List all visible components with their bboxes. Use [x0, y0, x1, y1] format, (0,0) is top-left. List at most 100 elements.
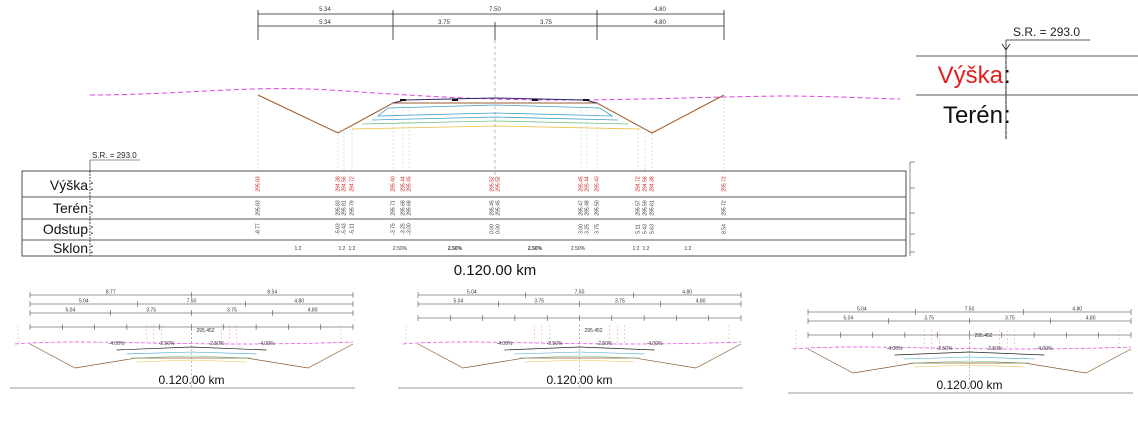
vyska-value: 295.45: [578, 176, 584, 192]
odstup-value: 5.11: [635, 224, 641, 234]
panel-elevation: 295.452: [585, 328, 603, 334]
panel-slope-label: -4.00%: [259, 341, 275, 347]
vyska-value: 294.72: [635, 176, 641, 192]
svg-text::: :: [90, 240, 94, 256]
panel-dim-label: 3.75: [146, 308, 156, 314]
odstup-value: 8.54: [721, 224, 727, 234]
panel-slope-label: -2.50%: [987, 346, 1003, 352]
teren-value: 295.47: [578, 200, 584, 216]
panel-slope-label: -2.50%: [597, 341, 613, 347]
vyska-value: 295.44: [400, 176, 406, 192]
teren-value: 295.72: [721, 200, 727, 216]
sr-label: S.R. = 293.0: [92, 151, 137, 160]
vyska-value: 295.52: [495, 176, 501, 192]
row-label-vyska: Výška: [50, 177, 88, 193]
teren-value: 295.81: [341, 200, 347, 216]
odstup-value: 3.00: [578, 224, 584, 234]
zoom-teren-label: Terén: [943, 102, 1003, 129]
bottom-panel: 5.04 7.50 4.80 5.04 3.75 3.75 4.80 295.452 -4.00…: [788, 307, 1133, 394]
vyska-value: 295.40: [390, 176, 396, 192]
teren-value: 295.48: [584, 200, 590, 216]
panel-dim-label: 3.75: [534, 299, 544, 305]
teren-value: 295.50: [594, 200, 600, 216]
zoom-inset: S.R. = 293.0 Výška Terén : :: [916, 25, 1138, 140]
svg-text::: :: [1004, 62, 1011, 89]
vyska-value: 294.72: [349, 176, 355, 192]
bottom-panels: 8.77 8.54 5.04 7.50 4.80 5.04 3.75 3.75 4.80 295.…: [10, 290, 1133, 394]
vyska-value: 295.40: [594, 176, 600, 192]
vyska-value: 295.52: [489, 176, 495, 192]
sr-reference: S.R. = 293.0: [89, 151, 140, 172]
odstup-value: -5.43: [341, 223, 347, 235]
panel-station-label: 0.120.00 km: [546, 373, 612, 387]
teren-value: 295.79: [349, 200, 355, 216]
panel-dim-label: 4.80: [1072, 307, 1082, 313]
vyska-value: 294.56: [341, 176, 347, 192]
sklon-value: 2.50%: [448, 246, 463, 252]
top-dim-label: 4.80: [654, 7, 666, 13]
panel-slope-label: -2.50%: [209, 341, 225, 347]
panel-slope-label: -4.00%: [497, 341, 513, 347]
odstup-value: 3.25: [584, 224, 590, 234]
teren-value: 295.45: [495, 200, 501, 216]
vyska-value: 295.72: [721, 176, 727, 192]
panel-slope-label: -2.50%: [937, 346, 953, 352]
panel-slope-label: -4.00%: [109, 341, 125, 347]
top-dim-label: 3.75: [540, 20, 552, 26]
panel-dim-label: 7.50: [187, 299, 197, 305]
odstup-value: -5.63: [335, 223, 341, 235]
odstup-value: -8.77: [255, 223, 261, 235]
top-dim-label: 3.75: [438, 20, 450, 26]
vertical-guides: [257, 95, 725, 170]
teren-value: 295.59: [642, 200, 648, 216]
sklon-value: 1:2: [643, 246, 650, 252]
panel-dim-label: 8.54: [267, 290, 277, 296]
sklon-value: 1:2: [295, 246, 302, 252]
svg-text::: :: [90, 200, 94, 216]
road-body: [257, 40, 725, 180]
panel-slope-label: -2.50%: [159, 341, 175, 347]
teren-value: 295.71: [390, 200, 396, 216]
bottom-panel: 8.77 8.54 5.04 7.50 4.80 5.04 3.75 3.75 4.80 295.…: [10, 290, 355, 389]
odstup-value: 3.75: [594, 224, 600, 234]
row-label-sklon: Sklon: [53, 240, 88, 256]
svg-text::: :: [90, 177, 94, 193]
sklon-value: 1:2: [633, 246, 640, 252]
panel-dim-label: 5.04: [857, 307, 867, 313]
panel-slope-label: -2.50%: [547, 341, 563, 347]
vyska-value: 294.38: [649, 176, 655, 192]
teren-value: 295.68: [406, 200, 412, 216]
odstup-value: 0.00: [489, 224, 495, 234]
panel-dim-label: 7.50: [575, 290, 585, 296]
odstup-value: 0.00: [495, 224, 501, 234]
teren-value: 295.83: [255, 200, 261, 216]
teren-value: 295.61: [649, 200, 655, 216]
station-label-main: 0.120.00 km: [454, 262, 537, 279]
panel-dim-label: 5.04: [79, 299, 89, 305]
panel-elevation: 295.452: [197, 328, 215, 334]
svg-text::: :: [1004, 102, 1011, 129]
teren-value: 295.45: [489, 200, 495, 216]
panel-dim-label: 5.04: [467, 290, 477, 296]
odstup-value: -3.25: [400, 223, 406, 235]
odstup-value: 5.43: [642, 224, 648, 234]
panel-station-label: 0.120.00 km: [158, 373, 224, 387]
panel-dim-label: 3.75: [227, 308, 237, 314]
profile-table: Výška Terén Odstup Sklon : : : :: [21, 161, 915, 257]
vyska-value: 295.44: [584, 176, 590, 192]
panel-dim-label: 8.77: [106, 290, 116, 296]
top-dim-label: 7.50: [489, 7, 501, 13]
odstup-value: -3.00: [406, 223, 412, 235]
vyska-value: 295.45: [406, 176, 412, 192]
panel-dim-label: 7.50: [965, 307, 975, 313]
panel-dim-label: 4.80: [1086, 316, 1096, 322]
panel-slope-label: -4.00%: [647, 341, 663, 347]
panel-slope-label: -4.00%: [887, 346, 903, 352]
panel-dim-label: 5.04: [844, 316, 854, 322]
panel-dim-label: 5.04: [454, 299, 464, 305]
vyska-value: 295.83: [255, 176, 261, 192]
road-markers: [400, 99, 589, 101]
panel-dim-label: 4.80: [682, 290, 692, 296]
panel-dim-label: 3.75: [1005, 316, 1015, 322]
